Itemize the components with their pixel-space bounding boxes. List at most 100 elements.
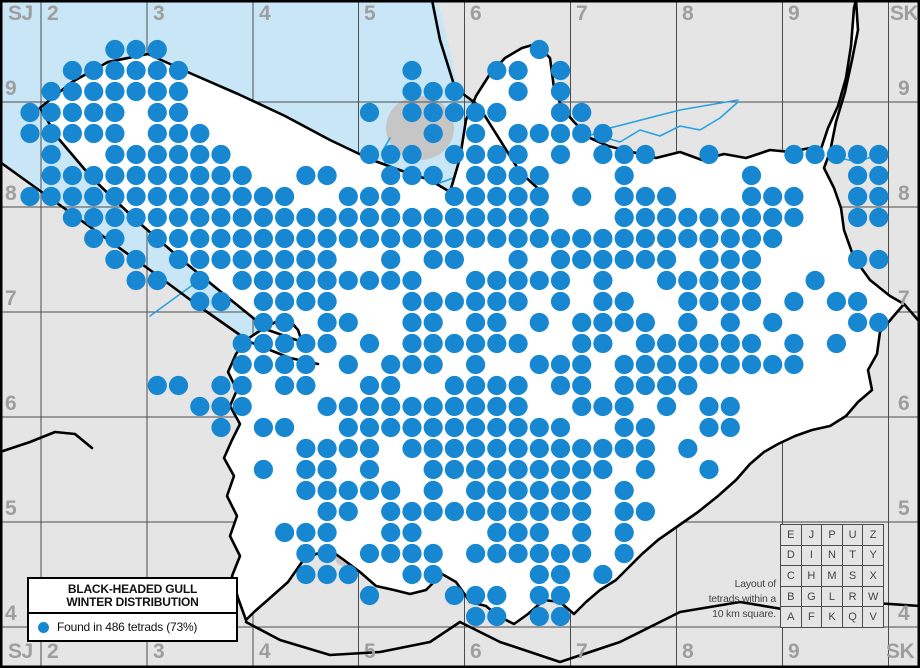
- tetrad-found-dot: [402, 270, 422, 291]
- tetrad-found-dot: [720, 417, 740, 438]
- tetrad-found-dot: [402, 102, 422, 123]
- tetrad-found-dot: [550, 60, 571, 81]
- tetrad-found-dot: [550, 438, 571, 459]
- tetrad-letter-cell: E: [781, 525, 801, 545]
- tetrad-found-dot: [784, 291, 804, 312]
- tetrad-found-dot: [296, 522, 316, 543]
- tetrad-found-dot: [699, 396, 719, 417]
- tetrad-found-dot: [275, 207, 295, 228]
- tetrad-found-dot: [614, 312, 634, 333]
- tetrad-found-dot: [317, 249, 337, 270]
- tetrad-found-dot: [423, 81, 443, 102]
- tetrad-found-dot: [338, 186, 358, 207]
- tetrad-found-dot: [423, 501, 443, 522]
- tetrad-found-dot: [614, 249, 634, 270]
- tetrad-found-dot: [444, 459, 464, 480]
- grid-label-right: 4: [898, 602, 910, 625]
- tetrad-found-dot: [84, 102, 104, 123]
- tetrad-found-dot: [402, 501, 422, 522]
- tetrad-found-dot: [572, 438, 592, 459]
- tetrad-found-dot: [529, 207, 549, 228]
- tetrad-found-dot: [678, 207, 698, 228]
- tetrad-found-dot: [444, 228, 464, 249]
- tetrad-found-dot: [720, 249, 740, 270]
- tetrad-found-dot: [508, 60, 528, 81]
- tetrad-found-dot: [593, 123, 613, 144]
- tetrad-found-dot: [487, 606, 507, 627]
- tetrad-found-dot: [317, 522, 337, 543]
- tetrad-found-dot: [529, 564, 549, 585]
- map-season-title: WINTER DISTRIBUTION: [66, 595, 199, 609]
- tetrad-found-dot: [168, 165, 189, 186]
- tetrad-found-dot: [848, 249, 868, 270]
- grid-label-left: 4: [5, 602, 17, 625]
- tetrad-found-dot: [593, 144, 613, 165]
- tetrad-found-dot: [614, 375, 634, 396]
- tetrad-found-dot: [359, 186, 380, 207]
- tetrad-letter-cell: B: [781, 586, 801, 607]
- tetrad-found-dot: [487, 501, 507, 522]
- tetrad-letter-cell: C: [781, 566, 801, 586]
- tetrad-found-dot: [105, 186, 125, 207]
- tetrad-found-dot: [126, 144, 146, 165]
- tetrad-found-dot: [550, 354, 571, 375]
- tetrad-found-dot: [338, 501, 358, 522]
- tetrad-found-dot: [550, 375, 571, 396]
- tetrad-found-dot: [572, 102, 592, 123]
- tetrad-found-dot: [593, 396, 613, 417]
- tetrad-found-dot: [338, 480, 358, 501]
- tetrad-found-dot: [62, 207, 82, 228]
- tetrad-found-dot: [614, 354, 634, 375]
- tetrad-found-dot: [126, 81, 146, 102]
- tetrad-found-dot: [41, 186, 61, 207]
- tetrad-found-dot: [699, 291, 719, 312]
- tetrad-found-dot: [508, 501, 528, 522]
- tetrad-found-dot: [275, 291, 295, 312]
- tetrad-found-dot: [869, 165, 889, 186]
- tetrad-found-dot: [423, 249, 443, 270]
- tetrad-found-dot: [84, 60, 104, 81]
- tetrad-found-dot: [338, 396, 358, 417]
- tetrad-found-dot: [190, 165, 210, 186]
- tetrad-found-dot: [381, 417, 401, 438]
- tetrad-found-dot: [168, 81, 189, 102]
- tetrad-found-dot: [168, 144, 189, 165]
- tetrad-found-dot: [402, 333, 422, 354]
- tetrad-found-dot: [593, 270, 613, 291]
- tetrad-found-dot: [381, 270, 401, 291]
- tetrad-found-dot: [529, 228, 549, 249]
- tetrad-found-dot: [41, 165, 61, 186]
- caption-line: 10 km square.: [712, 608, 776, 620]
- tetrad-found-dot: [763, 354, 783, 375]
- tetrad-found-dot: [784, 333, 804, 354]
- tetrad-found-dot: [699, 459, 719, 480]
- tetrad-found-dot: [317, 291, 337, 312]
- tetrad-found-dot: [444, 249, 464, 270]
- tetrad-found-dot: [699, 228, 719, 249]
- tetrad-found-dot: [211, 249, 231, 270]
- tetrad-found-dot: [741, 354, 762, 375]
- tetrad-found-dot: [338, 228, 358, 249]
- tetrad-found-dot: [147, 39, 167, 60]
- tetrad-found-dot: [20, 186, 40, 207]
- tetrad-found-dot: [657, 354, 677, 375]
- tetrad-found-dot: [529, 543, 549, 564]
- tetrad-found-dot: [487, 165, 507, 186]
- tetrad-found-dot: [699, 249, 719, 270]
- tetrad-found-dot: [657, 333, 677, 354]
- tetrad-found-dot: [444, 585, 464, 606]
- tetrad-found-dot: [444, 417, 464, 438]
- tetrad-found-dot: [508, 417, 528, 438]
- tetrad-found-dot: [211, 186, 231, 207]
- tetrad-found-dot: [678, 312, 698, 333]
- tetrad-found-dot: [487, 522, 507, 543]
- tetrad-found-dot: [826, 333, 847, 354]
- grid-label-top: 6: [470, 2, 482, 25]
- tetrad-found-dot: [572, 501, 592, 522]
- tetrad-found-dot: [126, 165, 146, 186]
- tetrad-letter-cell: Z: [863, 525, 883, 545]
- tetrad-found-dot: [41, 144, 61, 165]
- tetrad-found-dot: [572, 186, 592, 207]
- tetrad-letter-cell: D: [781, 545, 801, 566]
